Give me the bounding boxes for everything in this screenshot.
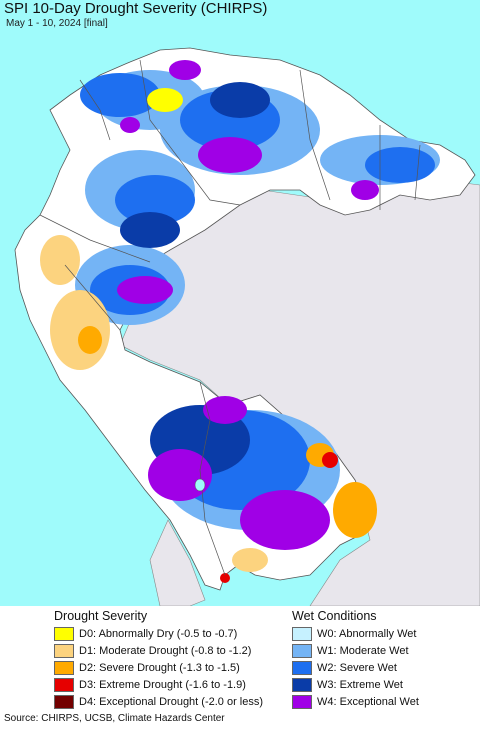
map-title: SPI 10-Day Drought Severity (CHIRPS) xyxy=(4,0,268,17)
legend-label-d3: D3: Extreme Drought (-1.6 to -1.9) xyxy=(79,678,246,691)
legend-item-d2: D2: Severe Drought (-1.3 to -1.5) xyxy=(54,659,263,676)
country-borders xyxy=(39,59,421,576)
legend-item-d0: D0: Abnormally Dry (-0.5 to -0.7) xyxy=(54,625,263,642)
legend-item-w0: W0: Abnormally Wet xyxy=(292,625,419,642)
dry-areas xyxy=(40,88,377,583)
swatch-w1 xyxy=(292,643,312,658)
legend-item-w2: W2: Severe Wet xyxy=(292,659,419,676)
source-credit: Source: CHIRPS, UCSB, Climate Hazards Ce… xyxy=(4,713,225,724)
legend-label-w0: W0: Abnormally Wet xyxy=(317,627,417,640)
legend-item-d3: D3: Extreme Drought (-1.6 to -1.9) xyxy=(54,676,263,693)
drought-legend-title: Drought Severity xyxy=(54,609,148,623)
swatch-w2 xyxy=(292,660,312,675)
legend-item-w3: W3: Extreme Wet xyxy=(292,676,419,693)
legend-item-w4: W4: Exceptional Wet xyxy=(292,693,419,710)
swatch-w3 xyxy=(292,677,312,692)
map-subtitle: May 1 - 10, 2024 [final] xyxy=(6,18,108,29)
legend-label-w3: W3: Extreme Wet xyxy=(317,678,403,691)
legend-label-d0: D0: Abnormally Dry (-0.5 to -0.7) xyxy=(79,627,238,640)
swatch-d2 xyxy=(54,660,74,675)
legend-label-d4: D4: Exceptional Drought (-2.0 or less) xyxy=(79,695,264,708)
legend-label-w4: W4: Exceptional Wet xyxy=(317,695,419,708)
legend-label-w2: W2: Severe Wet xyxy=(317,661,397,674)
legend-label-w1: W1: Moderate Wet xyxy=(317,644,409,657)
outside-land-south xyxy=(149,519,206,606)
drought-legend: Drought Severity D0: Abnormally Dry (-0.… xyxy=(54,608,263,710)
legend-item-d1: D1: Moderate Drought (-0.8 to -1.2) xyxy=(54,642,263,659)
wet-legend: Wet Conditions W0: Abnormally Wet W1: Mo… xyxy=(292,608,419,710)
drought-map xyxy=(0,0,480,606)
swatch-w4 xyxy=(292,694,312,709)
lake-titicaca xyxy=(194,478,206,492)
legend-label-d1: D1: Moderate Drought (-0.8 to -1.2) xyxy=(79,644,252,657)
swatch-d0 xyxy=(54,626,74,641)
wet-legend-title: Wet Conditions xyxy=(292,609,377,623)
swatch-w0 xyxy=(292,626,312,641)
swatch-d1 xyxy=(54,643,74,658)
legend: Drought Severity D0: Abnormally Dry (-0.… xyxy=(0,608,480,712)
swatch-d4 xyxy=(54,694,74,709)
legend-label-d2: D2: Severe Drought (-1.3 to -1.5) xyxy=(79,661,240,674)
legend-item-w1: W1: Moderate Wet xyxy=(292,642,419,659)
swatch-d3 xyxy=(54,677,74,692)
legend-item-d4: D4: Exceptional Drought (-2.0 or less) xyxy=(54,693,263,710)
